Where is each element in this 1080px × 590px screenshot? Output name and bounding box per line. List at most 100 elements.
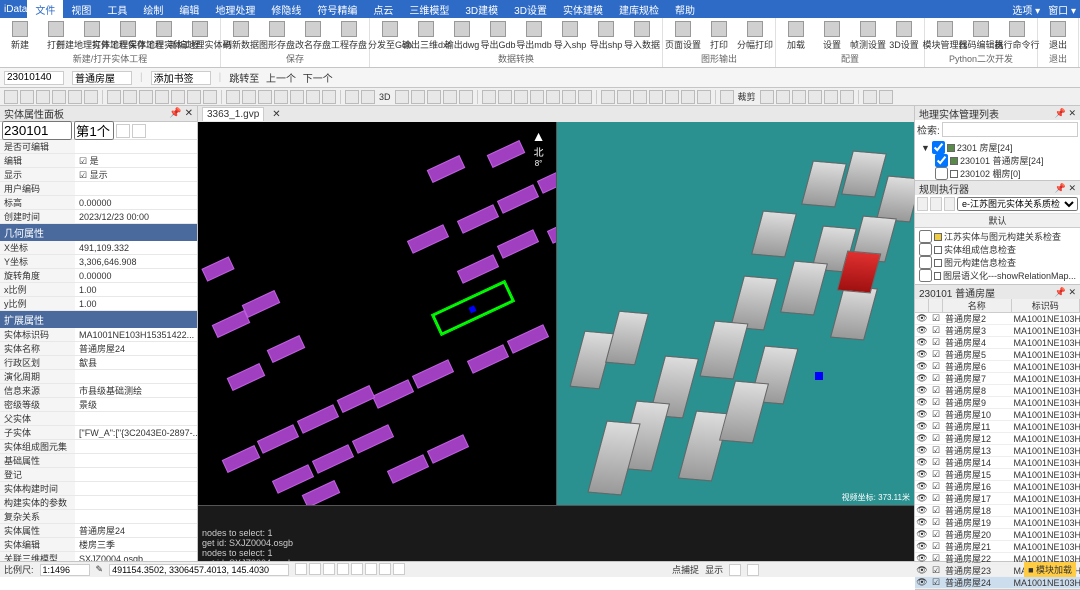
search-input[interactable] — [942, 122, 1078, 137]
toolbar-icon[interactable] — [498, 90, 512, 104]
building-2d[interactable] — [537, 164, 557, 194]
ribbon-button[interactable]: 3D设置 — [888, 20, 920, 52]
toolbar-icon[interactable] — [123, 90, 137, 104]
ribbon-button[interactable]: 导入数据 — [626, 20, 658, 52]
building-2d[interactable] — [387, 454, 429, 484]
toolbar-icon[interactable] — [345, 90, 359, 104]
row-checkbox[interactable]: ☑ — [929, 361, 943, 372]
building-2d[interactable] — [267, 335, 306, 363]
row-checkbox[interactable]: ☑ — [929, 493, 943, 504]
entity-row[interactable]: 👁☑普通房屋24MA1001NE103H1535... — [915, 577, 1080, 589]
row-checkbox[interactable]: ☑ — [929, 481, 943, 492]
view-icon[interactable]: 👁 — [915, 541, 929, 552]
prop-value[interactable]: 2023/12/23 00:00 — [75, 212, 197, 222]
row-checkbox[interactable]: ☑ — [929, 409, 943, 420]
toolbar-icon[interactable] — [617, 90, 631, 104]
prop-value[interactable]: 普通房屋24 — [75, 524, 197, 537]
row-checkbox[interactable]: ☑ — [929, 433, 943, 444]
menu-tab[interactable]: 工具 — [99, 0, 135, 19]
menu-tab[interactable]: 符号精编 — [309, 0, 365, 19]
view-icon[interactable]: 👁 — [915, 529, 929, 540]
ribbon-button[interactable]: 刷新数据 — [225, 20, 257, 52]
menu-tab[interactable]: 绘制 — [135, 0, 171, 19]
row-checkbox[interactable]: ☑ — [929, 517, 943, 528]
menu-tab[interactable]: 3D建模 — [457, 0, 506, 19]
ribbon-button[interactable]: 输出三维dxf — [410, 20, 442, 52]
refresh-icon[interactable] — [116, 124, 130, 138]
nav-button[interactable]: 上一个 — [266, 74, 299, 85]
row-checkbox[interactable]: ☑ — [929, 553, 943, 564]
entity-index-input[interactable] — [74, 121, 114, 140]
view-icon[interactable]: 👁 — [915, 421, 929, 432]
building-2d[interactable] — [352, 424, 394, 454]
building-2d[interactable] — [497, 184, 539, 214]
row-checkbox[interactable]: ☑ — [929, 337, 943, 348]
building-2d[interactable] — [227, 363, 266, 391]
toolbar-icon[interactable] — [226, 90, 240, 104]
view-icon[interactable]: 👁 — [915, 553, 929, 564]
view-icon[interactable]: 👁 — [915, 577, 929, 588]
pin-icon[interactable]: 📌 ✕ — [1055, 108, 1076, 119]
toolbar-icon[interactable] — [203, 90, 217, 104]
toolbar-icon[interactable] — [562, 90, 576, 104]
toolbar-icon[interactable] — [290, 90, 304, 104]
building-2d[interactable] — [497, 229, 539, 259]
pin-icon[interactable]: 📌 ✕ — [1055, 183, 1076, 194]
viewport-tab[interactable]: 3363_1.gvp — [202, 107, 264, 121]
toolbar-icon[interactable] — [824, 90, 838, 104]
building-3d[interactable] — [876, 176, 914, 223]
toolbar-icon[interactable] — [411, 90, 425, 104]
status-icon[interactable] — [337, 563, 349, 575]
status-icon[interactable] — [323, 563, 335, 575]
building-2d[interactable] — [412, 359, 454, 389]
prop-value[interactable]: 歙县 — [75, 356, 197, 369]
row-checkbox[interactable]: ☑ — [929, 541, 943, 552]
rule-checkbox[interactable] — [919, 256, 932, 269]
row-checkbox[interactable]: ☑ — [929, 445, 943, 456]
building-2d[interactable] — [487, 140, 526, 168]
toolbar-icon[interactable] — [649, 90, 663, 104]
ribbon-button[interactable]: 加载 — [780, 20, 812, 52]
ribbon-button[interactable]: 导出shp — [590, 20, 622, 52]
prop-value[interactable]: 景级 — [75, 398, 197, 411]
toolbar-icon[interactable] — [665, 90, 679, 104]
view-icon[interactable]: 👁 — [915, 457, 929, 468]
view-icon[interactable]: 👁 — [915, 445, 929, 456]
building-2d[interactable] — [242, 290, 281, 318]
ribbon-button[interactable]: 分幅打印 — [739, 20, 771, 52]
building-2d[interactable] — [457, 204, 499, 234]
bookmark-input[interactable] — [151, 71, 211, 85]
toolbar-icon[interactable] — [482, 90, 496, 104]
menu-right-item[interactable]: 选项 ▾ — [1012, 6, 1040, 17]
row-checkbox[interactable]: ☑ — [929, 469, 943, 480]
building-2d[interactable] — [467, 344, 509, 374]
prop-value[interactable]: 普通房屋24 — [75, 342, 197, 355]
toolbar-icon[interactable] — [681, 90, 695, 104]
building-3d[interactable] — [751, 211, 797, 258]
rule-checkbox[interactable] — [919, 243, 932, 256]
building-2d[interactable] — [407, 224, 449, 254]
status-icon[interactable] — [393, 563, 405, 575]
row-checkbox[interactable]: ☑ — [929, 529, 943, 540]
menu-tab[interactable]: 修隐线 — [263, 0, 309, 19]
tree-node[interactable]: ▼ 2301 房屋[24] — [917, 141, 1078, 154]
building-2d[interactable] — [222, 445, 261, 473]
status-icon[interactable] — [295, 563, 307, 575]
ribbon-button[interactable]: 退出 — [1042, 20, 1074, 52]
prop-value[interactable]: ["FW_A":["{3C2043E0-2897-... — [75, 428, 197, 438]
toolbar-icon[interactable] — [258, 90, 272, 104]
building-2d[interactable] — [257, 424, 299, 454]
building-3d[interactable] — [699, 321, 748, 380]
prop-value[interactable]: 显示 — [75, 168, 197, 181]
ribbon-button[interactable]: 导出mdb — [518, 20, 550, 52]
building-2d[interactable] — [212, 310, 251, 338]
row-checkbox[interactable]: ☑ — [929, 505, 943, 516]
building-2d[interactable] — [312, 444, 354, 474]
building-2d[interactable] — [201, 256, 234, 281]
toolbar-icon[interactable] — [361, 90, 375, 104]
toolbar-icon[interactable] — [792, 90, 806, 104]
code-input[interactable] — [4, 71, 64, 85]
building-3d[interactable] — [841, 151, 887, 198]
rule-selector[interactable]: e-江苏图元实体关系质检 — [957, 197, 1078, 211]
building-3d[interactable] — [780, 261, 828, 316]
